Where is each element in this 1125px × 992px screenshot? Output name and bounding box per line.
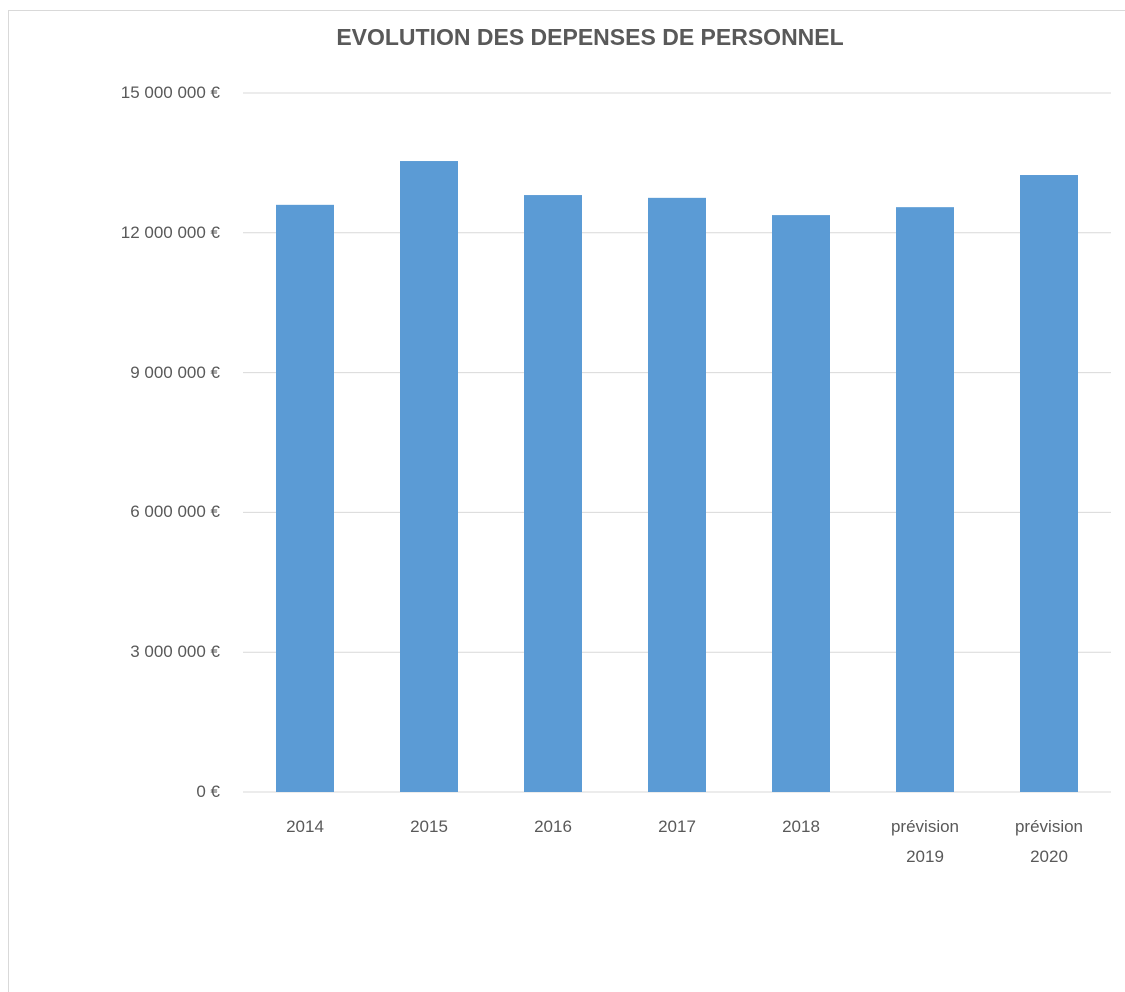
x-tick-label: 2014 <box>286 817 324 836</box>
bar <box>896 207 954 793</box>
x-tick-label: 2016 <box>534 817 572 836</box>
x-tick-label: prévision 2019 <box>890 817 960 866</box>
chart-title: EVOLUTION DES DEPENSES DE PERSONNEL <box>336 24 844 50</box>
y-tick-label: 12 000 000 € <box>120 222 220 242</box>
y-tick-label: 6 000 000 € <box>130 502 220 522</box>
x-tick-label: 2017 <box>658 817 696 836</box>
bar <box>400 161 458 792</box>
x-tick-label: 2018 <box>782 817 820 836</box>
y-tick-label: 9 000 000 € <box>130 362 220 382</box>
y-tick-label: 0 € <box>196 782 220 801</box>
chart-border <box>8 10 1125 992</box>
bar <box>648 197 706 793</box>
y-tick-label: 15 000 000 € <box>120 83 220 102</box>
x-tick-label: 2015 <box>410 817 448 836</box>
bar <box>772 215 830 793</box>
bar <box>276 204 334 793</box>
bar <box>1020 175 1078 793</box>
bar <box>524 195 582 792</box>
x-tick-label: prévision 2020 <box>1014 817 1084 866</box>
y-tick-label: 3 000 000 € <box>130 642 220 662</box>
